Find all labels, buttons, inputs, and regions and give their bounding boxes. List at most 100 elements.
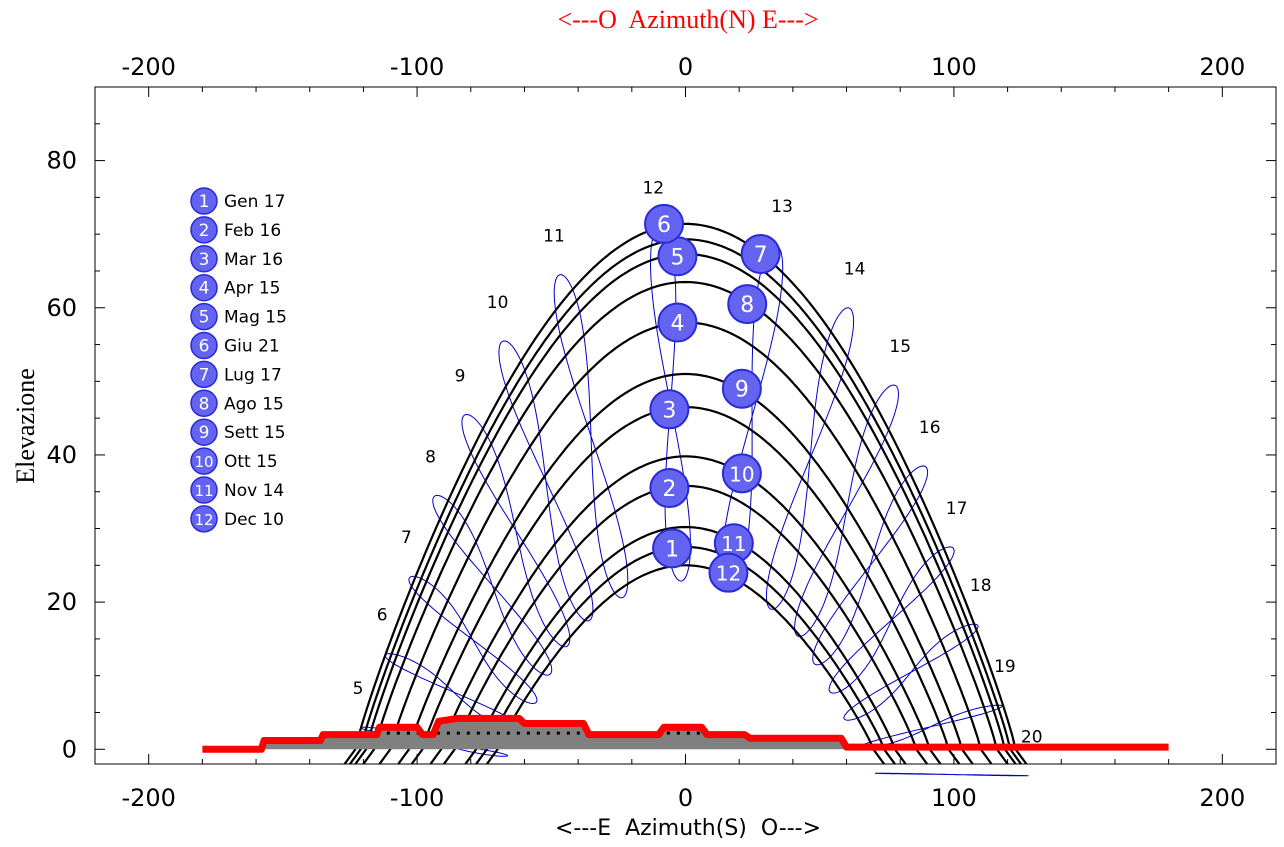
hour-label-5: 5	[353, 679, 364, 699]
legend-marker-6	[190, 331, 218, 360]
legend-number-4: 4	[199, 279, 210, 299]
legend-label-7: Lug 17	[224, 365, 282, 385]
analemma-8	[432, 494, 553, 676]
hour-label-9: 9	[455, 366, 466, 386]
legend-marker-2	[190, 216, 218, 244]
hour-label-15: 15	[889, 337, 911, 357]
analemma-11	[553, 274, 629, 599]
legend-marker-12	[190, 505, 218, 533]
x-axis-title: <---E Azimuth(S) O--->	[555, 816, 821, 841]
x2-tick-label: 100	[931, 53, 977, 81]
legend-number-2: 2	[199, 221, 210, 241]
horizon-profile	[202, 714, 1169, 753]
legend-marker-1	[190, 187, 218, 215]
hour-label-20: 20	[1021, 728, 1043, 748]
x2-tick-label: 200	[1199, 53, 1245, 81]
hour-label-12: 12	[642, 179, 664, 199]
legend-label-12: Dec 10	[224, 510, 284, 530]
legend-label-5: Mag 15	[224, 308, 287, 328]
y-tick-label: 80	[46, 147, 77, 175]
day-marker-label-1: 1	[665, 537, 679, 562]
analemma-17	[828, 546, 955, 694]
legend-label-4: Apr 15	[224, 279, 280, 299]
hour-label-7: 7	[401, 528, 412, 548]
x-tick-label: 200	[1199, 784, 1245, 812]
y-tick-label: 20	[46, 588, 77, 616]
hour-label-16: 16	[919, 418, 941, 438]
sun-path-Ago 15	[362, 280, 1009, 765]
hour-label-14: 14	[844, 260, 866, 280]
hour-label-18: 18	[970, 576, 992, 596]
hour-label-19: 19	[994, 657, 1016, 677]
analemma-14	[766, 307, 855, 610]
day-marker-1	[652, 528, 693, 569]
horizon-line	[202, 714, 1169, 753]
legend-label-6: Giu 21	[224, 337, 280, 357]
legend-label-1: Gen 17	[224, 192, 285, 212]
legend-label-10: Ott 15	[224, 452, 278, 472]
analemma-18	[843, 623, 979, 721]
day-marker-label-3: 3	[662, 398, 676, 423]
analemma-16	[812, 465, 929, 666]
sun-path-Nov 14	[464, 525, 907, 765]
day-marker-10	[721, 453, 762, 494]
legend-marker-10	[190, 447, 218, 475]
y-tick-label: 0	[62, 735, 77, 763]
analemma-9	[461, 414, 571, 648]
hour-label-11: 11	[543, 227, 565, 247]
hour-label-17: 17	[946, 499, 968, 519]
sun-path-Sett 15	[397, 372, 974, 765]
legend-marker-7	[190, 360, 218, 389]
legend-number-5: 5	[199, 308, 210, 328]
day-marker-label-8: 8	[740, 293, 754, 318]
hour-label-10: 10	[487, 293, 509, 313]
legend-marker-11	[190, 476, 218, 504]
legend-marker-3	[190, 245, 218, 273]
legend-marker-8	[190, 389, 218, 418]
day-marker-label-6: 6	[657, 213, 671, 238]
x-tick-label: 0	[678, 784, 693, 812]
analemma-7	[408, 575, 538, 705]
day-marker-7	[740, 234, 781, 275]
day-marker-label-11: 11	[721, 532, 746, 556]
day-marker-label-7: 7	[754, 243, 768, 268]
x-tick-label: -100	[390, 784, 444, 812]
day-marker-label-5: 5	[670, 245, 684, 270]
legend-number-3: 3	[199, 250, 210, 270]
analemma-20	[874, 772, 1029, 777]
legend-marker-9	[190, 418, 218, 446]
legend-marker-4	[190, 273, 218, 302]
day-marker-label-4: 4	[670, 311, 684, 336]
legend-label-8: Ago 15	[224, 394, 284, 414]
legend-label-9: Sett 15	[224, 423, 286, 443]
legend-label-2: Feb 16	[224, 221, 281, 241]
legend-label-3: Mar 16	[224, 250, 283, 270]
x2-tick-label: -200	[121, 53, 175, 81]
y-tick-label: 60	[46, 294, 77, 322]
day-marker-label-10: 10	[729, 462, 754, 486]
day-marker-label-12: 12	[716, 562, 741, 586]
analemma-10	[498, 340, 594, 622]
sun-path-Dec 10	[486, 564, 885, 765]
legend-number-12: 12	[194, 511, 213, 529]
hour-label-6: 6	[377, 606, 388, 626]
legend-number-8: 8	[199, 394, 210, 414]
axis-ticks: -200 -100 0 100 200 -200 -100 0 100 200 0 20 40 60 80	[46, 53, 1277, 812]
y-tick-label: 40	[46, 441, 77, 469]
sun-path-Giu 21	[343, 222, 1028, 765]
day-marker-2	[649, 468, 690, 509]
hour-label-13: 13	[771, 197, 793, 217]
legend-marker-5	[190, 302, 218, 331]
day-marker-4	[657, 302, 698, 343]
day-marker-8	[727, 284, 768, 325]
analemma-curves	[360, 226, 1029, 777]
y-axis-title: Elevazione	[11, 368, 40, 484]
x-tick-label: -200	[121, 784, 175, 812]
hour-label-8: 8	[425, 447, 436, 467]
x2-tick-label: 0	[678, 53, 693, 81]
legend-label-11: Nov 14	[224, 481, 284, 501]
day-marker-label-2: 2	[662, 477, 676, 502]
